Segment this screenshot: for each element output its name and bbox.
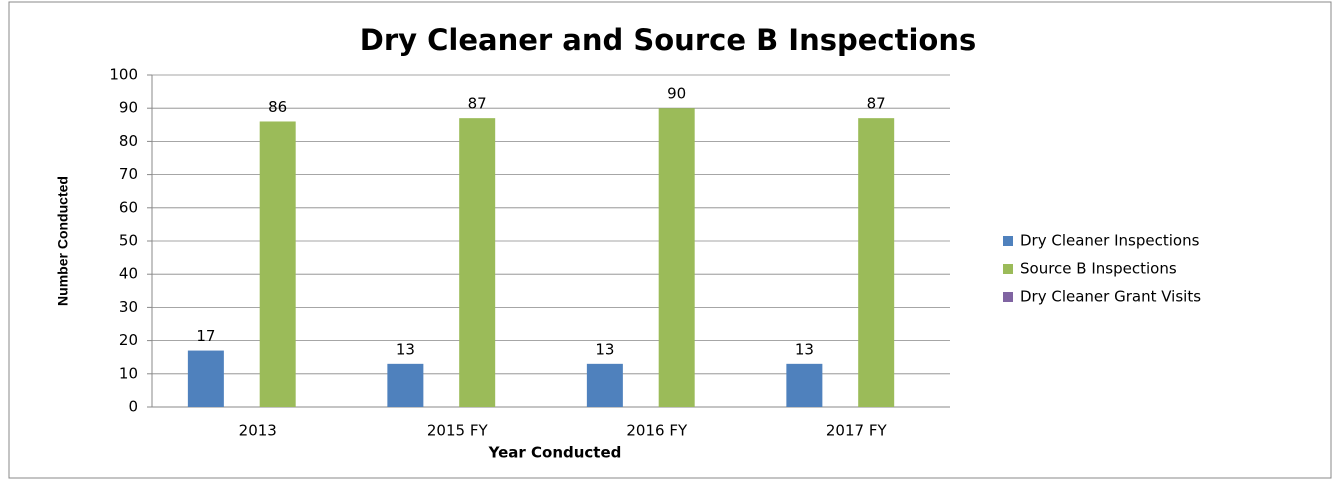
bar [586,363,623,407]
y-tick-label: 60 [119,198,138,216]
y-axis-title: Number Conducted [55,176,71,306]
data-label: 13 [595,340,614,358]
legend-label: Dry Cleaner Grant Visits [1020,288,1201,306]
data-label: 17 [196,327,215,345]
x-tick-label: 2015 FY [427,422,489,440]
y-tick-label: 90 [119,99,138,117]
y-tick-label: 80 [119,132,138,150]
legend-swatch [1003,236,1013,246]
y-tick-label: 30 [119,298,138,316]
bar [658,108,695,407]
legend-label: Source B Inspections [1020,260,1177,278]
y-tick-label: 40 [119,265,138,283]
y-tick-label: 0 [128,398,138,416]
bar [459,118,496,407]
bar [187,350,224,407]
y-tick-label: 70 [119,165,138,183]
data-label: 13 [795,340,814,358]
bar [259,121,296,407]
y-tick-label: 100 [109,66,138,84]
legend-label: Dry Cleaner Inspections [1020,232,1200,250]
bar [786,363,823,407]
legend-swatch [1003,264,1013,274]
y-tick-label: 50 [119,232,138,250]
data-label: 87 [867,95,886,113]
data-label: 90 [667,85,686,103]
chart-title: Dry Cleaner and Source B Inspections [360,23,976,57]
data-label: 87 [468,95,487,113]
x-tick-label: 2013 [239,422,277,440]
bar [858,118,895,407]
bar [387,363,424,407]
data-label: 13 [396,340,415,358]
x-tick-label: 2016 FY [626,422,688,440]
x-tick-label: 2017 FY [826,422,888,440]
x-axis-title: Year Conducted [488,444,622,462]
data-label: 86 [268,98,287,116]
y-tick-label: 20 [119,331,138,349]
y-tick-label: 10 [119,364,138,382]
legend-swatch [1003,292,1013,302]
